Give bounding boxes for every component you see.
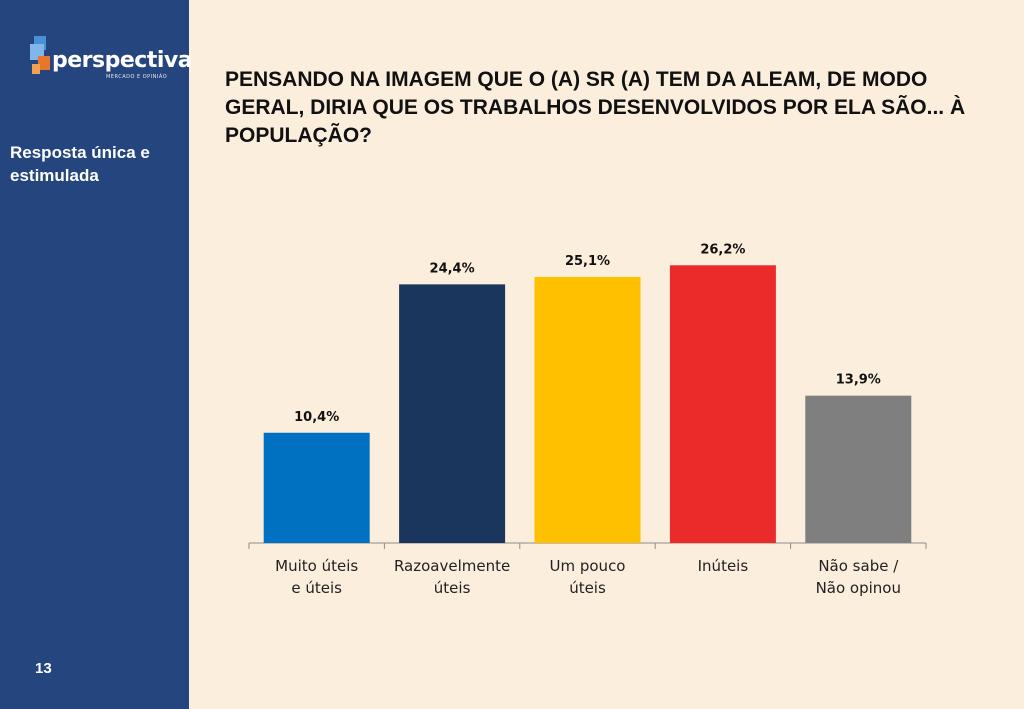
bar-4 xyxy=(669,265,776,543)
bar-5 xyxy=(805,395,912,543)
category-label: Muito úteis xyxy=(275,557,358,575)
category-label: Razoavelmente xyxy=(394,557,510,575)
category-label: Inúteis xyxy=(698,557,749,575)
bar-value-label: 25,1% xyxy=(565,254,610,269)
logo-wordmark: perspectiva xyxy=(52,48,193,73)
category-label: Não sabe / xyxy=(818,557,899,575)
bar-value-label: 13,9% xyxy=(836,373,881,388)
category-label: Não opinou xyxy=(816,579,901,597)
bar-value-label: 24,4% xyxy=(430,261,475,276)
sidebar: perspectiva MERCADO E OPINIÃO Resposta ú… xyxy=(0,0,193,709)
page-number: 13 xyxy=(35,660,52,677)
logo-tagline: MERCADO E OPINIÃO xyxy=(106,74,168,80)
bar-1 xyxy=(263,432,370,543)
brand-logo: perspectiva MERCADO E OPINIÃO xyxy=(30,34,193,84)
bar-3 xyxy=(534,276,641,543)
bar-value-label: 26,2% xyxy=(700,242,745,257)
category-label: e úteis xyxy=(291,579,342,597)
question-title: PENSANDO NA IMAGEM QUE O (A) SR (A) TEM … xyxy=(225,68,966,147)
category-label: úteis xyxy=(434,579,471,597)
bar-2 xyxy=(399,284,506,543)
logo-mark-icon xyxy=(30,36,50,74)
category-label: úteis xyxy=(569,579,606,597)
response-type-label: Resposta única e estimulada xyxy=(10,143,150,185)
bar-value-label: 10,4% xyxy=(294,410,339,425)
category-label: Um pouco xyxy=(550,557,626,575)
